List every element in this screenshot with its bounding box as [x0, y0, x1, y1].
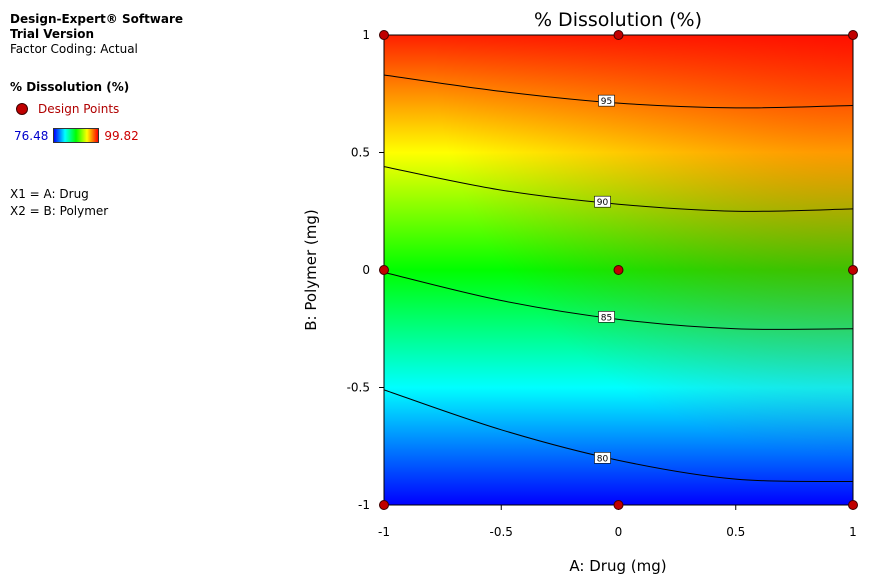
design-point — [848, 265, 858, 275]
design-point — [848, 30, 858, 40]
factor-coding: Factor Coding: Actual — [10, 42, 138, 56]
software-info: Design-Expert® Software Trial Version Fa… — [10, 12, 183, 57]
design-point — [379, 30, 389, 40]
y-axis: -1 -0.5 0 0.5 1 — [347, 28, 384, 512]
contour-line-90 — [383, 166, 854, 212]
factor-list: X1 = A: Drug X2 = B: Polymer — [10, 186, 108, 220]
software-name: Design-Expert® Software — [10, 12, 184, 26]
version-label: Trial Version — [10, 27, 95, 41]
contour-label-box — [594, 452, 611, 464]
x-axis-label: A: Drug (mg) — [569, 557, 666, 575]
design-point — [379, 265, 389, 275]
y-tick-label: -0.5 — [347, 381, 370, 395]
x-tick-label: 0.5 — [726, 525, 745, 539]
x-tick-label: 0 — [615, 525, 623, 539]
contour-line-80 — [383, 389, 854, 483]
color-gradient-bar — [53, 128, 100, 143]
design-points-label: Design Points — [38, 102, 120, 116]
design-point — [379, 500, 389, 510]
contour-label: 90 — [597, 198, 609, 208]
y-tick-label: 0 — [362, 263, 370, 277]
design-point — [613, 30, 624, 40]
contour-label: 85 — [601, 313, 612, 323]
contour-label-box — [598, 311, 615, 323]
chart-title: % Dissolution (%) — [534, 9, 702, 31]
contour-label: 95 — [601, 97, 612, 107]
response-name: % Dissolution (%) — [10, 80, 130, 94]
plot-area — [383, 34, 854, 506]
design-points — [379, 30, 858, 510]
contour-line-95 — [383, 74, 854, 109]
design-point — [848, 500, 858, 510]
contour-lines: 80 85 90 95 — [383, 74, 854, 483]
contour-label-box — [598, 94, 615, 107]
contour-label: 80 — [597, 454, 609, 464]
factor-x1: X1 = A: Drug — [10, 187, 89, 201]
y-tick-label: 1 — [362, 28, 370, 42]
scale-min: 76.48 — [14, 128, 49, 143]
contour-label-box — [594, 195, 611, 208]
y-axis-label: B: Polymer (mg) — [302, 209, 320, 330]
color-scale: 76.48 99.82 — [14, 128, 139, 143]
scale-max: 99.82 — [104, 128, 139, 143]
design-points-legend: Design Points — [16, 102, 119, 116]
x-axis: -1 -0.5 0 0.5 1 — [378, 505, 857, 539]
design-point — [613, 500, 624, 510]
x-tick-label: -1 — [378, 525, 390, 539]
x-tick-label: 1 — [849, 525, 857, 539]
design-point-icon — [16, 103, 28, 115]
y-tick-label: -1 — [358, 498, 370, 512]
y-tick-label: 0.5 — [351, 146, 370, 160]
factor-x2: X2 = B: Polymer — [10, 204, 109, 218]
contour-line-85 — [383, 271, 854, 330]
x-tick-label: -0.5 — [490, 525, 513, 539]
design-point — [613, 265, 624, 275]
